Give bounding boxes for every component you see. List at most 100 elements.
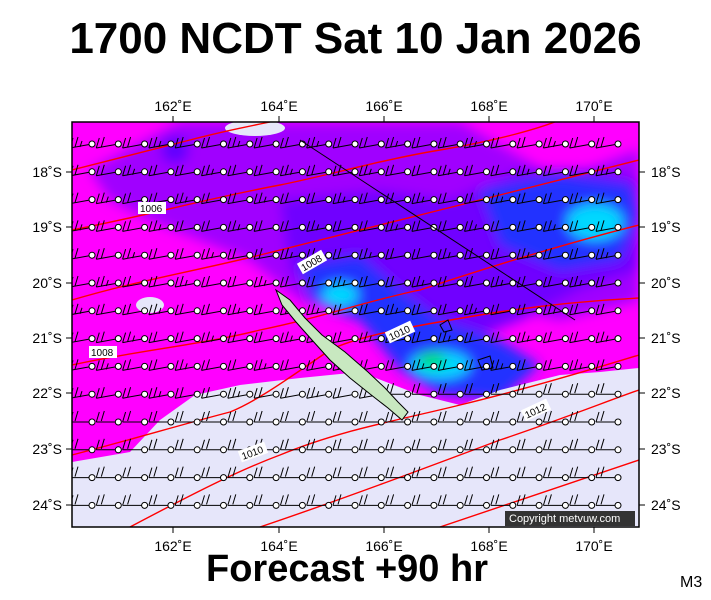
longitude-ticks: 162˚E 162˚E 164˚E 164˚E 166˚E 166˚E 168˚E 168˚E… xyxy=(154,98,612,554)
wind-barb xyxy=(358,494,385,509)
wind-barb xyxy=(385,192,412,205)
calm-patch-north xyxy=(225,122,285,136)
wind-barb xyxy=(148,387,175,399)
wind-barb xyxy=(201,275,227,288)
wind-barb xyxy=(174,466,201,482)
wind-barb xyxy=(490,136,517,149)
wind-barb xyxy=(385,220,412,232)
wind-barb xyxy=(227,466,254,482)
wind-barb xyxy=(253,248,280,260)
wind-barb xyxy=(174,136,201,149)
wind-barb xyxy=(95,192,122,205)
latitude-ticks: 18˚S 18˚S 19˚S 19˚S 20˚S 20˚S 21˚S 21˚S 22˚S 22˚S… xyxy=(32,164,680,513)
wind-barb xyxy=(332,136,359,149)
wind-barb xyxy=(516,164,543,177)
wind-barb xyxy=(358,220,385,232)
wind-barb xyxy=(595,410,622,426)
wind-barb xyxy=(306,275,333,288)
lat-tick-label: 20˚S xyxy=(651,275,681,291)
wind-barb xyxy=(595,275,622,288)
lon-tick-label: 162˚E xyxy=(154,98,191,114)
lon-tick-label: 168˚E xyxy=(470,98,507,114)
wind-barb xyxy=(595,220,622,232)
wind-barb xyxy=(358,164,385,177)
wind-barb xyxy=(122,164,149,177)
wind-barb xyxy=(174,438,201,454)
wind-barb xyxy=(595,164,622,177)
wind-barb xyxy=(122,466,149,482)
wind-barb xyxy=(464,331,490,344)
wind-barb xyxy=(437,136,464,149)
wind-barb xyxy=(227,136,254,149)
wind-barb xyxy=(542,220,569,232)
wind-barbs xyxy=(72,136,622,509)
wind-barb xyxy=(411,410,438,426)
wind-barb xyxy=(490,303,517,316)
wind-barb xyxy=(569,164,596,177)
lon-tick-label: 166˚E xyxy=(365,538,402,554)
isobar-line xyxy=(72,159,639,301)
wind-barb xyxy=(148,136,175,149)
wind-barb xyxy=(464,383,490,398)
wind-barb xyxy=(516,136,543,149)
wind-barb xyxy=(516,220,543,232)
wind-barb xyxy=(464,410,490,426)
wind-barb xyxy=(437,466,464,482)
wind-barb xyxy=(72,466,96,482)
wind-barb xyxy=(174,275,201,288)
wind-barb xyxy=(227,192,254,205)
wind-barb xyxy=(148,438,175,454)
wind-barb xyxy=(332,387,359,399)
wind-barb xyxy=(122,359,149,371)
wind-barb xyxy=(122,303,149,316)
wind-barb xyxy=(332,248,359,260)
wind-barb xyxy=(174,192,201,205)
wind-barb xyxy=(542,494,569,509)
wind-barb xyxy=(227,275,254,288)
wind-barb xyxy=(72,248,96,260)
green-core xyxy=(418,352,446,368)
wind-barb xyxy=(542,331,569,344)
wind-barb xyxy=(279,192,306,205)
cyan-core-west xyxy=(322,283,358,307)
wind-barb xyxy=(332,438,359,454)
wind-barb xyxy=(174,387,201,399)
wind-barb xyxy=(569,303,596,316)
isobar-line xyxy=(72,224,639,366)
wind-barb xyxy=(174,248,201,260)
wind-barb xyxy=(306,494,333,509)
wind-barb xyxy=(569,248,596,260)
wind-barb xyxy=(385,494,412,509)
wind-barb xyxy=(542,359,569,371)
wind-barb xyxy=(332,466,359,482)
wind-barb xyxy=(201,438,227,454)
wind-barb xyxy=(201,387,227,399)
wind-barb xyxy=(253,192,280,205)
wind-barb xyxy=(95,136,122,149)
wind-barb xyxy=(148,494,175,509)
wind-barb xyxy=(516,438,543,454)
wind-barb xyxy=(542,383,569,398)
loyalty-islands xyxy=(439,319,494,371)
isobar-line xyxy=(72,122,271,171)
wind-barb xyxy=(95,466,122,482)
wind-barb xyxy=(306,164,333,177)
wind-speed-field: 1006 1008 1008 1010 1010 1012 Copyright … xyxy=(72,122,639,527)
wind-barb xyxy=(411,192,438,205)
wind-barb xyxy=(411,136,438,149)
wind-barb xyxy=(542,248,569,260)
wind-barb xyxy=(227,410,254,426)
wind-barb xyxy=(411,275,438,288)
wind-barb xyxy=(490,383,517,398)
lat-tick-label: 23˚S xyxy=(651,441,681,457)
section-line xyxy=(299,139,576,321)
wind-barb xyxy=(569,466,596,482)
wind-barb xyxy=(437,248,464,260)
wind-barb xyxy=(464,494,490,509)
wind-barb xyxy=(437,192,464,205)
wind-barb xyxy=(569,438,596,454)
wind-barb xyxy=(569,220,596,232)
wind-barb xyxy=(464,136,490,149)
wind-barb xyxy=(516,359,543,371)
wind-barb xyxy=(595,192,622,205)
